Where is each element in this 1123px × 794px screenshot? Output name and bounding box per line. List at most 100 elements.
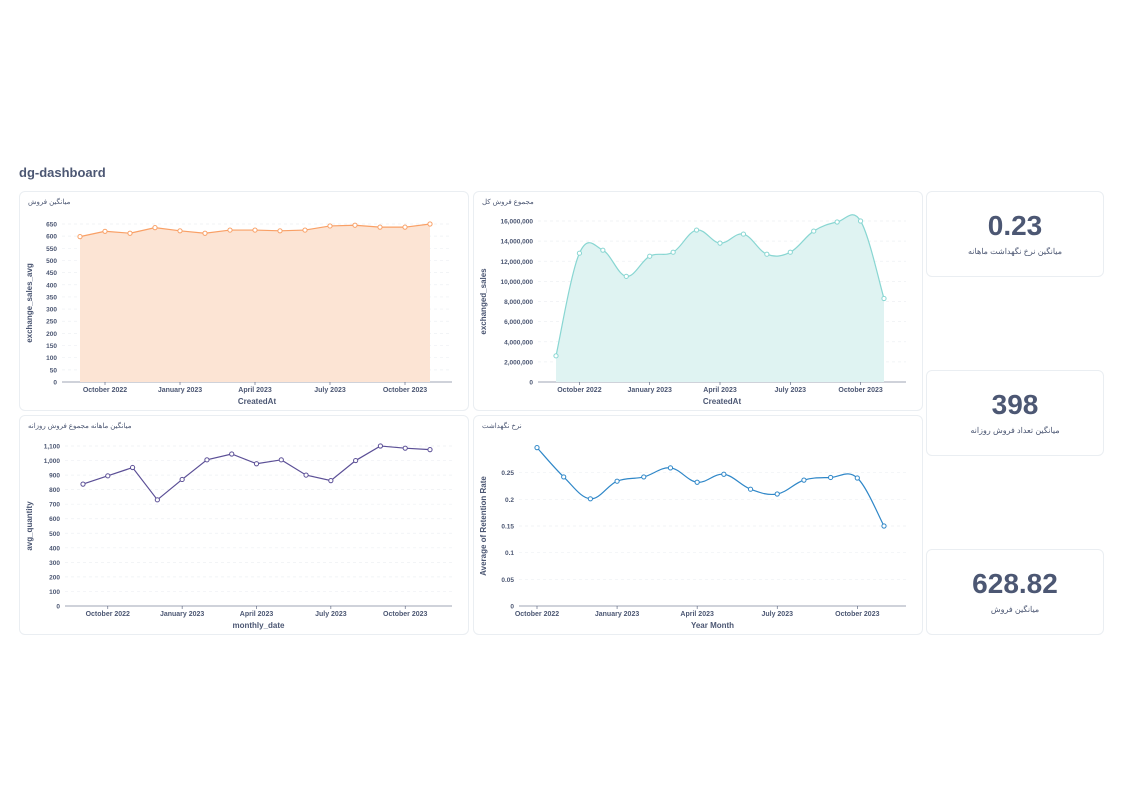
y-tick-label: 350 bbox=[46, 294, 57, 301]
chart-title[interactable]: مجموع فروش کل bbox=[482, 199, 534, 206]
y-tick-label: 150 bbox=[46, 343, 57, 350]
dashboard-title: dg-dashboard bbox=[19, 165, 106, 180]
data-point bbox=[377, 224, 383, 230]
y-tick-label: 200 bbox=[49, 574, 60, 581]
chart-avg-quantity: 0 100 200 300 400 500 600 700 800 900 1,000 1,100 Oc… bbox=[25, 443, 452, 630]
data-point bbox=[179, 476, 185, 483]
data-point bbox=[717, 240, 723, 246]
data-point bbox=[177, 228, 183, 234]
y-tick-label: 400 bbox=[46, 282, 57, 289]
chart-title[interactable]: میانگین فروش bbox=[28, 199, 71, 206]
x-tick-label: January 2023 bbox=[158, 387, 202, 394]
y-tick-label: 0 bbox=[510, 604, 514, 611]
data-point bbox=[553, 353, 559, 359]
data-point bbox=[204, 457, 210, 463]
data-point bbox=[587, 496, 593, 502]
data-point bbox=[857, 218, 864, 224]
y-tick-label: 100 bbox=[49, 589, 60, 596]
data-point bbox=[828, 474, 834, 481]
x-tick-label: July 2023 bbox=[761, 611, 793, 618]
data-point bbox=[427, 221, 433, 227]
x-tick-label: April 2023 bbox=[703, 387, 737, 394]
chart-title[interactable]: نرخ نگهداشت bbox=[482, 423, 522, 430]
chart-card-avg-quantity[interactable]: میانگین ماهانه مجموع فروش روزانه 0 100 200… bbox=[19, 415, 469, 635]
data-point bbox=[811, 228, 817, 234]
scalar-value: 0.23 bbox=[987, 210, 1043, 241]
data-point bbox=[647, 253, 653, 259]
data-point bbox=[561, 474, 567, 480]
x-tick-label: October 2023 bbox=[383, 387, 427, 394]
y-tick-label: 0.1 bbox=[505, 550, 514, 557]
scalar-card-retention[interactable]: 0.23 میانگین نرخ نگهداشت ماهانه bbox=[926, 191, 1104, 277]
series-area bbox=[80, 224, 430, 382]
data-point bbox=[202, 230, 208, 236]
x-axis-label: CreatedAt bbox=[703, 397, 742, 406]
x-axis-label: Year Month bbox=[691, 621, 734, 630]
y-tick-label: 14,000,000 bbox=[500, 239, 533, 246]
series-line bbox=[82, 445, 431, 501]
scalar-card-daily-count[interactable]: 398 میانگین تعداد فروش روزانه bbox=[926, 370, 1104, 456]
data-point bbox=[667, 465, 674, 471]
data-point bbox=[328, 478, 334, 484]
scalar-card-avg-sales[interactable]: 628.82 میانگین فروش bbox=[926, 549, 1104, 635]
data-point bbox=[302, 227, 308, 233]
y-tick-label: 1,000 bbox=[44, 458, 61, 465]
y-tick-label: 300 bbox=[49, 560, 60, 567]
y-tick-label: 0 bbox=[53, 380, 57, 387]
data-point bbox=[402, 224, 408, 230]
y-tick-label: 700 bbox=[49, 502, 60, 509]
scalar-label: میانگین تعداد فروش روزانه bbox=[970, 426, 1060, 435]
data-point bbox=[854, 475, 860, 481]
data-point bbox=[774, 491, 780, 497]
y-tick-label: 4,000,000 bbox=[504, 339, 533, 346]
data-point bbox=[105, 473, 111, 479]
y-tick-label: 900 bbox=[49, 473, 60, 480]
x-tick-label: January 2023 bbox=[595, 611, 639, 618]
x-tick-label: January 2023 bbox=[160, 611, 204, 618]
data-point bbox=[600, 247, 606, 253]
scalar-value: 628.82 bbox=[972, 568, 1058, 599]
chart-card-retention-rate[interactable]: نرخ نگهداشت 0 0.05 0.1 0.15 0.2 0.25 October 2… bbox=[473, 415, 923, 635]
y-tick-label: 550 bbox=[46, 246, 57, 253]
x-tick-label: April 2023 bbox=[240, 611, 274, 618]
y-tick-label: 10,000,000 bbox=[500, 279, 533, 286]
y-axis-label: exchanged_sales bbox=[479, 268, 488, 335]
data-point bbox=[402, 445, 408, 451]
y-tick-label: 0.15 bbox=[501, 524, 514, 531]
data-point bbox=[623, 273, 629, 279]
data-point bbox=[353, 457, 359, 464]
data-point bbox=[693, 227, 700, 233]
y-tick-label: 300 bbox=[46, 307, 57, 314]
x-tick-label: April 2023 bbox=[680, 611, 714, 618]
data-point bbox=[614, 478, 620, 484]
y-tick-label: 600 bbox=[49, 516, 60, 523]
data-point bbox=[252, 227, 258, 233]
y-tick-label: 500 bbox=[46, 258, 57, 265]
y-tick-label: 250 bbox=[46, 319, 57, 326]
data-point bbox=[229, 451, 235, 457]
y-tick-label: 0.2 bbox=[505, 497, 514, 504]
x-tick-label: July 2023 bbox=[315, 611, 347, 618]
y-tick-label: 1,100 bbox=[44, 444, 61, 451]
x-tick-label: October 2022 bbox=[515, 611, 559, 618]
y-tick-label: 600 bbox=[46, 234, 57, 241]
x-tick-label: July 2023 bbox=[775, 387, 807, 394]
data-point bbox=[641, 474, 647, 480]
y-tick-label: 800 bbox=[49, 487, 60, 494]
data-point bbox=[787, 249, 793, 255]
series-line bbox=[536, 447, 885, 527]
x-tick-label: October 2022 bbox=[83, 387, 127, 394]
data-point bbox=[747, 486, 754, 492]
chart-card-total-sales[interactable]: مجموع فروش کل 0 2,000,000 4,000,000 6,000,0… bbox=[473, 191, 923, 411]
x-tick-label: October 2023 bbox=[835, 611, 879, 618]
chart-card-avg-sales[interactable]: میانگین فروش 0 50 100 150 200 250 300 350 400 450… bbox=[19, 191, 469, 411]
chart-title[interactable]: میانگین ماهانه مجموع فروش روزانه bbox=[28, 423, 132, 430]
scalar-label: میانگین نرخ نگهداشت ماهانه bbox=[968, 247, 1062, 256]
y-tick-label: 500 bbox=[49, 531, 60, 538]
data-point bbox=[80, 481, 86, 487]
data-point bbox=[77, 234, 83, 240]
scalar-value: 398 bbox=[991, 389, 1039, 420]
y-tick-label: 0 bbox=[529, 380, 533, 387]
data-point bbox=[278, 457, 284, 463]
y-tick-label: 200 bbox=[46, 331, 57, 338]
